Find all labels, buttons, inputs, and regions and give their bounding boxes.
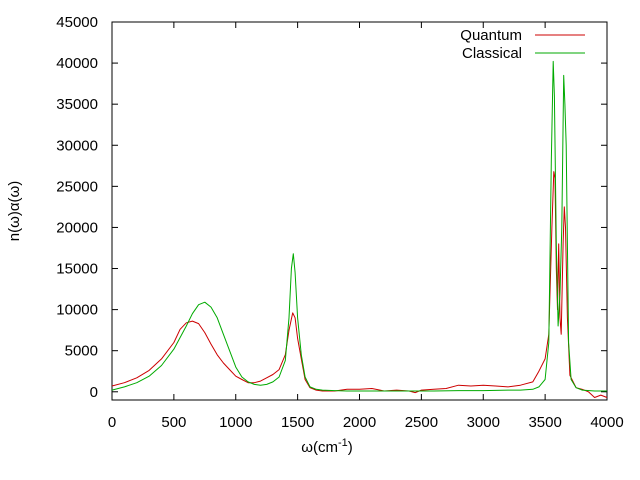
y-axis-ticks: 0 5000 10000 15000 20000 25000 30000 35000 40000…: [56, 14, 607, 401]
x-tick-label: 500: [161, 414, 186, 431]
legend-label-classical: Classical: [462, 45, 522, 62]
y-tick-label: 45000: [56, 14, 98, 31]
x-tick-label: 3500: [528, 414, 561, 431]
x-tick-label: 3000: [467, 414, 500, 431]
series-line-quantum: [111, 171, 608, 398]
y-axis-label: n(ω)α(ω): [6, 181, 23, 241]
y-tick-label: 0: [90, 384, 98, 401]
y-tick-label: 35000: [56, 96, 98, 113]
y-tick-label: 30000: [56, 137, 98, 154]
legend-label-quantum: Quantum: [460, 27, 522, 44]
legend: Quantum Classical: [460, 27, 585, 62]
x-axis-label: ω(cm-1): [301, 437, 352, 456]
x-tick-label: 0: [108, 414, 116, 431]
x-tick-label: 1000: [219, 414, 252, 431]
y-tick-label: 10000: [56, 302, 98, 319]
y-tick-label: 40000: [56, 55, 98, 72]
plot-frame: [111, 21, 608, 401]
y-tick-label: 15000: [56, 261, 98, 278]
x-tick-label: 1500: [281, 414, 314, 431]
x-tick-label: 2000: [343, 414, 376, 431]
y-tick-label: 25000: [56, 178, 98, 195]
series-layer: [111, 60, 608, 398]
y-tick-label: 5000: [65, 343, 98, 360]
x-tick-label: 4000: [590, 414, 623, 431]
x-tick-label: 2500: [405, 414, 438, 431]
x-axis-ticks: 0 500 1000 1500 2000 2500 3000 3500 4000: [108, 22, 624, 431]
y-tick-label: 20000: [56, 219, 98, 236]
series-line-classical: [111, 60, 607, 392]
